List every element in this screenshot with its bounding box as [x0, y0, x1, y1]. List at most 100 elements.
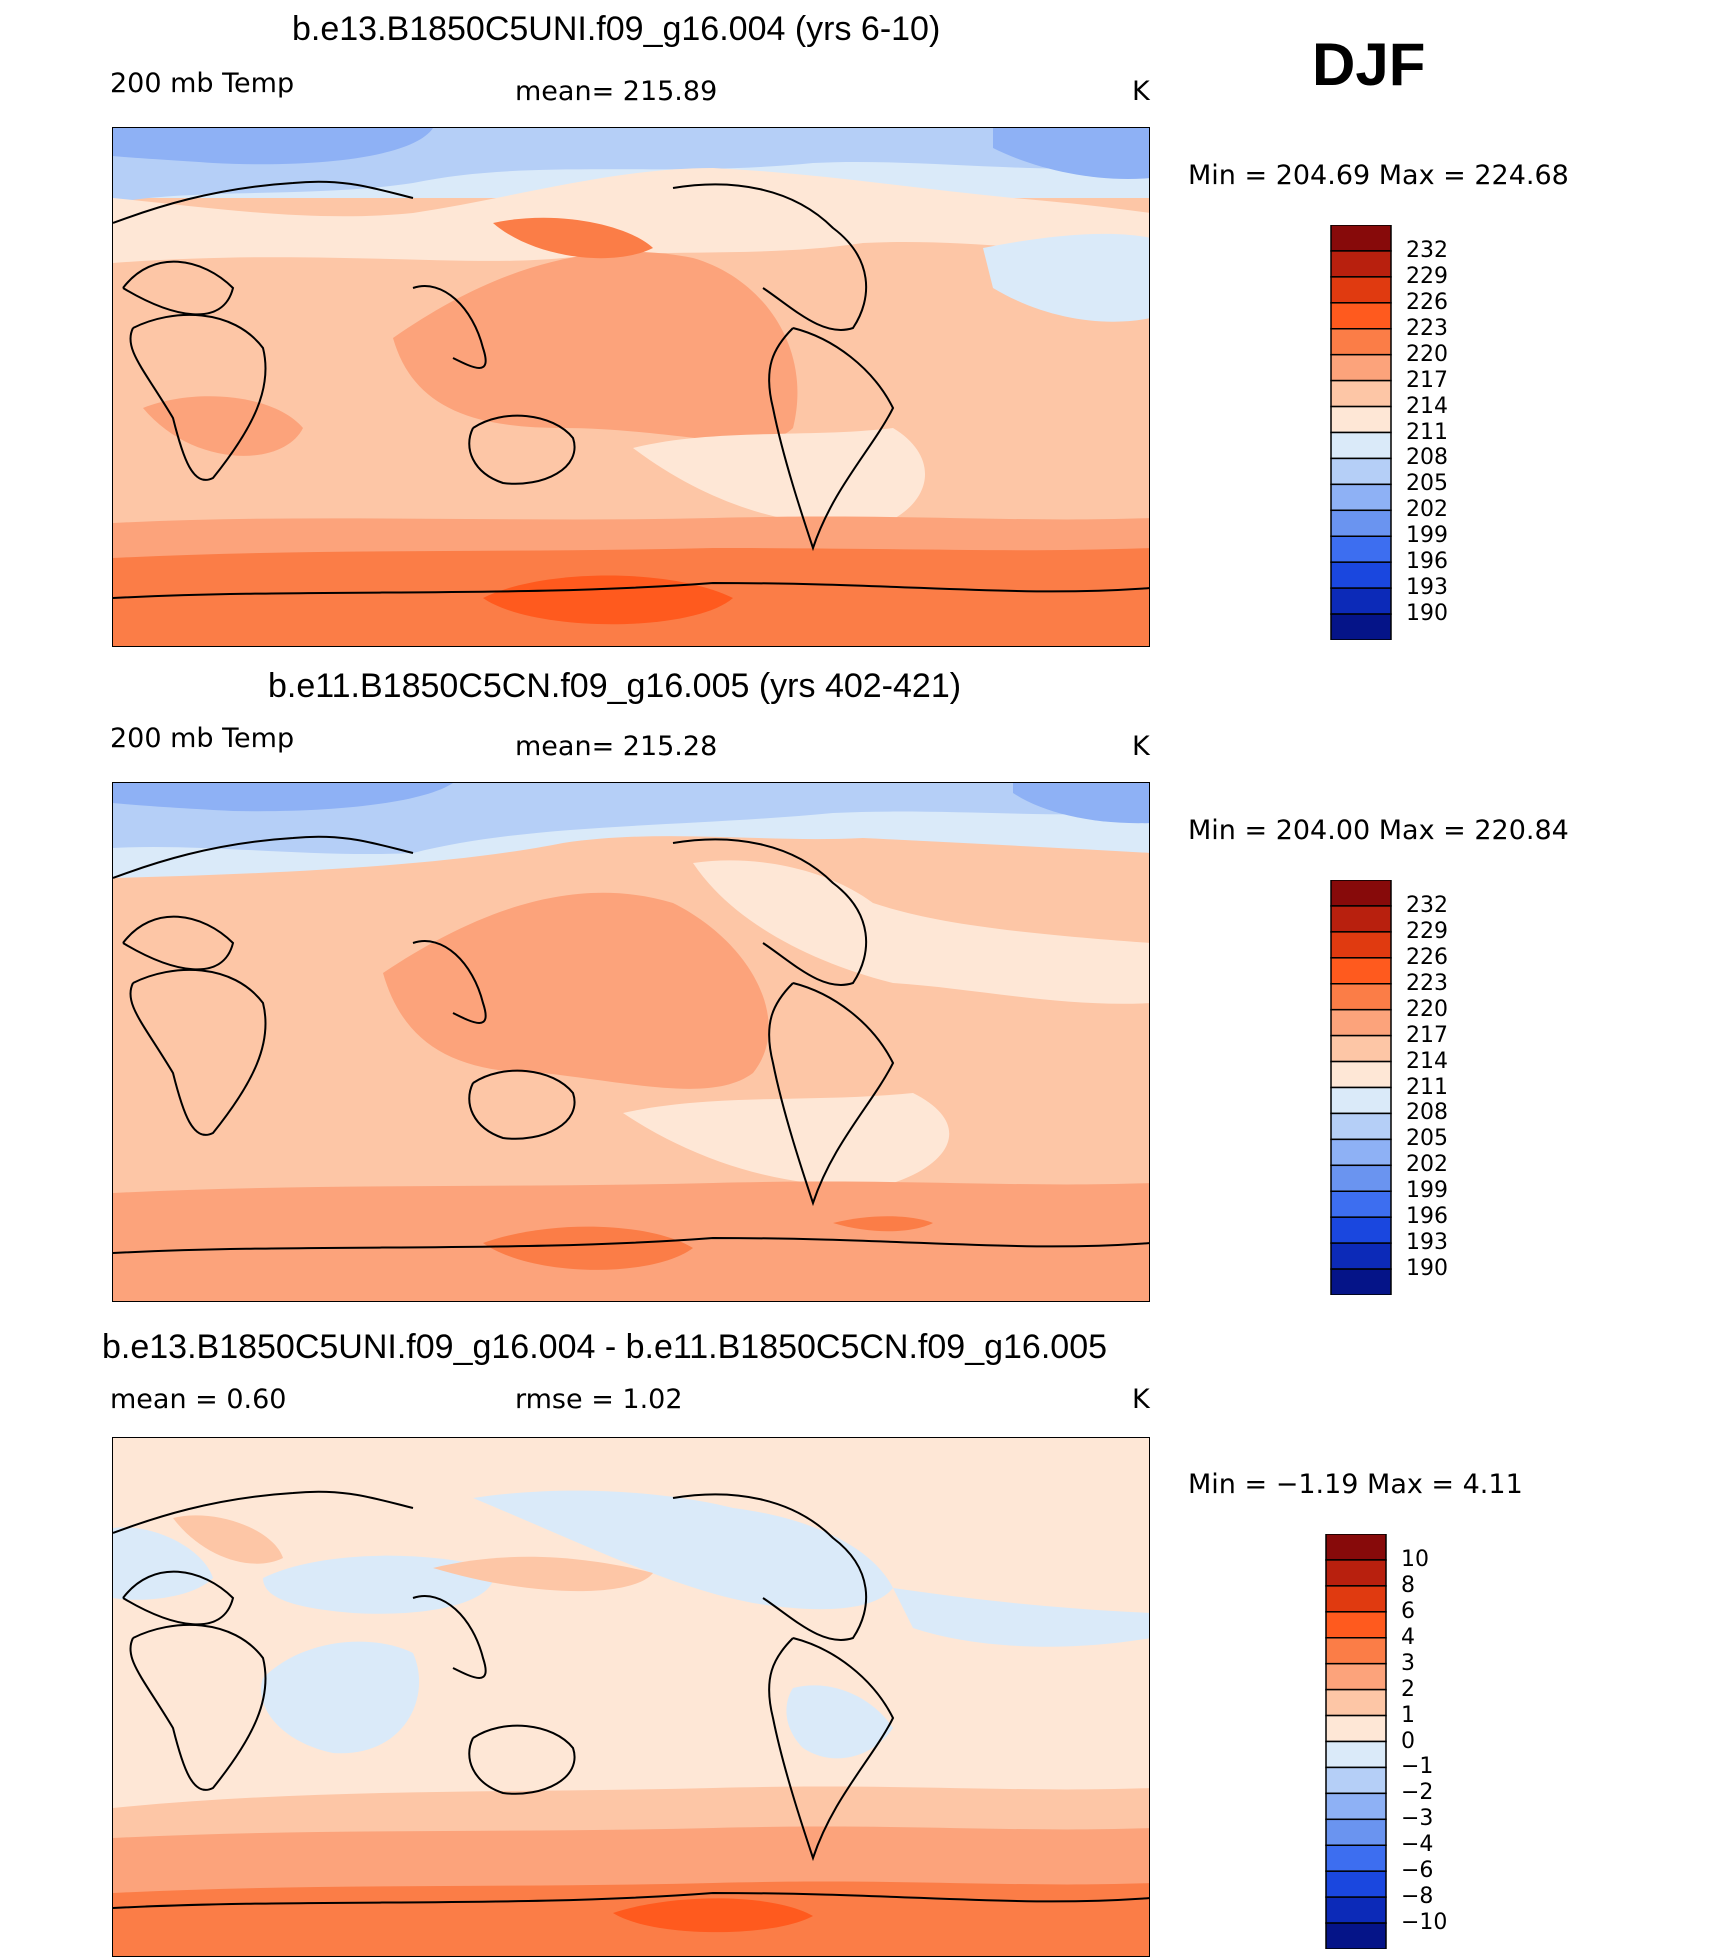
panel-2-title: b.e11.B1850C5CN.f09_g16.005 (yrs 402-421…	[268, 667, 962, 705]
antarctic-warm-core	[483, 575, 733, 625]
colorbar-level-label: 2	[1401, 1676, 1415, 1702]
colorbar-bin	[1325, 1559, 1387, 1587]
colorbar-bin	[1330, 225, 1392, 252]
europe-coast	[122, 915, 235, 971]
colorbar-bin	[1330, 983, 1392, 1011]
midlat-band	[113, 168, 1149, 263]
colorbar-bin	[1325, 1818, 1387, 1846]
colorbar-bin	[1325, 1792, 1387, 1821]
colorbar-level-label: 10	[1401, 1546, 1429, 1572]
kuroshio-warm-core	[493, 217, 653, 259]
panel-3-title: b.e13.B1850C5UNI.f09_g16.004 - b.e11.B18…	[102, 1328, 1108, 1366]
coastlines	[113, 835, 1149, 1254]
colorbar-bin	[1330, 613, 1392, 640]
colorbar-level-label: −1	[1401, 1754, 1434, 1780]
east-asia-coast	[412, 1595, 487, 1679]
south-pacific-cool-patch	[623, 1093, 950, 1186]
colorbar-level-label: 220	[1406, 341, 1448, 367]
north-america-coast	[672, 1493, 868, 1641]
polar-cold-core-east	[1013, 783, 1149, 824]
panel-1-mean-label: mean= 215.89	[515, 76, 718, 107]
colorbar-level-label: −4	[1401, 1832, 1434, 1858]
colorbar-level-label: −2	[1401, 1780, 1434, 1806]
antarctica-coast	[113, 1891, 1149, 1909]
panel-3-contour-plot	[113, 1438, 1149, 1956]
polar-cold-core	[113, 128, 433, 165]
colorbar-level-label: 229	[1406, 263, 1448, 289]
colorbar-level-label: 1	[1401, 1702, 1415, 1728]
colorbar-bin	[1330, 1164, 1392, 1192]
polar-cold-core	[113, 783, 453, 812]
africa-warm-patch	[143, 396, 303, 456]
colorbar-bin	[1325, 1844, 1387, 1872]
panel-2-colorbar-swatches	[1330, 880, 1392, 1295]
coastlines	[113, 1490, 1149, 1909]
africa-coast	[129, 968, 267, 1136]
colorbar-bin	[1330, 1216, 1392, 1244]
colorbar-level-label: 0	[1401, 1728, 1415, 1754]
panel-2-mean-label: mean= 215.28	[515, 731, 718, 762]
colorbar-bin	[1325, 1922, 1387, 1949]
panel-3-map	[112, 1437, 1150, 1957]
africa-coast	[129, 313, 267, 481]
colorbar-level-label: 196	[1406, 549, 1448, 575]
colorbar-level-label: 8	[1401, 1572, 1415, 1598]
colorbar-bin	[1330, 535, 1392, 563]
north-america-cool-patch	[473, 1490, 893, 1610]
colorbar-bin	[1330, 1060, 1392, 1089]
colorbar-bin	[1330, 302, 1392, 330]
colorbar-bin	[1330, 561, 1392, 589]
antarctic-warm-core-east	[833, 1216, 933, 1232]
atlantic-cool-patch	[893, 1588, 1149, 1647]
colorbar-level-label: −6	[1401, 1858, 1434, 1884]
indian-ocean-cool-patch	[261, 1641, 420, 1754]
colorbar-level-label: 193	[1406, 575, 1448, 601]
eurasia-north-coast	[113, 1490, 414, 1534]
colorbar-bin	[1330, 1086, 1392, 1115]
colorbar-bin	[1330, 905, 1392, 933]
south-america-cool-patch	[786, 1685, 893, 1759]
colorbar-bin	[1330, 931, 1392, 959]
panel-3-units-label: K	[1132, 1384, 1150, 1415]
colorbar-bin	[1330, 1112, 1392, 1141]
asia-cool-patch	[263, 1555, 495, 1614]
australia-coast	[468, 1069, 576, 1140]
colorbar-level-label: 223	[1406, 970, 1448, 996]
panel-3-colorbar: 10 8 6 4 3 2 1 0 −1 −2 −3 −4 −6 −8 −10	[1325, 1534, 1490, 1949]
polar-cold-core-east	[993, 128, 1149, 179]
colorbar-level-label: 211	[1406, 1074, 1448, 1100]
colorbar-level-label: 202	[1406, 497, 1448, 523]
colorbar-level-label: 202	[1406, 1152, 1448, 1178]
colorbar-bin	[1330, 483, 1392, 512]
colorbar-level-label: 205	[1406, 1126, 1448, 1152]
colorbar-bin	[1330, 587, 1392, 615]
colorbar-bin	[1330, 1190, 1392, 1218]
panel-1-units-label: K	[1132, 76, 1150, 107]
colorbar-bin	[1330, 250, 1392, 278]
panel-3-colorbar-swatches	[1325, 1534, 1387, 1949]
colorbar-bin	[1330, 405, 1392, 434]
panel-1-colorbar-swatches	[1330, 225, 1392, 640]
panel-3-mean-label: mean = 0.60	[110, 1384, 287, 1415]
colorbar-level-label: 232	[1406, 892, 1448, 918]
north-america-coast	[672, 838, 868, 986]
colorbar-level-label: 214	[1406, 393, 1448, 419]
colorbar-bin	[1330, 957, 1392, 985]
colorbar-level-label: 211	[1406, 419, 1448, 445]
australia-coast	[468, 414, 576, 485]
east-asia-coast	[412, 940, 487, 1024]
atlantic-cool-patch	[983, 233, 1149, 322]
colorbar-bin	[1325, 1714, 1387, 1743]
australia-coast	[468, 1724, 576, 1795]
colorbar-bin	[1330, 457, 1392, 486]
panel-2-contour-plot	[113, 783, 1149, 1301]
north-atlantic-cool-patch	[693, 860, 1149, 1004]
panel-1-variable-label: 200 mb Temp	[110, 68, 295, 99]
colorbar-bin	[1325, 1534, 1387, 1561]
colorbar-bin	[1330, 328, 1392, 356]
colorbar-bin	[1330, 1008, 1392, 1037]
season-label: DJF	[1312, 31, 1426, 98]
east-asia-coast	[412, 285, 487, 369]
colorbar-bin	[1330, 1268, 1392, 1295]
panel-2-units-label: K	[1132, 731, 1150, 762]
